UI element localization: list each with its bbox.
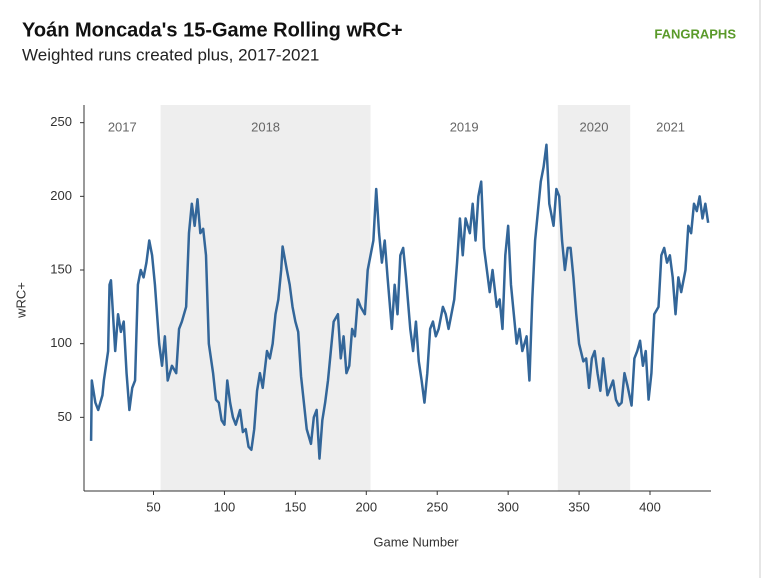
season-label: 2021: [656, 119, 685, 134]
x-tick-label: 100: [214, 499, 236, 514]
logo: FANGRAPHS: [654, 26, 736, 41]
season-shade: [160, 105, 371, 491]
y-tick-label: 100: [50, 335, 72, 350]
y-axis-label: wRC+: [13, 282, 28, 319]
season-label: 2019: [450, 119, 479, 134]
x-tick-label: 200: [355, 499, 377, 514]
x-tick-label: 400: [639, 499, 661, 514]
chart-subtitle: Weighted runs created plus, 2017-2021: [22, 45, 319, 64]
y-tick-label: 150: [50, 261, 72, 276]
x-tick-label: 250: [426, 499, 448, 514]
y-tick-label: 250: [50, 114, 72, 129]
x-tick-label: 150: [285, 499, 307, 514]
x-axis-label: Game Number: [373, 534, 459, 549]
chart-title: Yoán Moncada's 15-Game Rolling wRC+: [22, 19, 403, 41]
y-tick-label: 50: [58, 409, 72, 424]
x-tick-label: 50: [146, 499, 160, 514]
season-shade: [557, 105, 631, 491]
season-label: 2017: [108, 119, 137, 134]
season-label: 2020: [580, 119, 609, 134]
x-tick-label: 300: [497, 499, 519, 514]
y-tick-label: 200: [50, 188, 72, 203]
data-line: [89, 143, 710, 460]
season-label: 2018: [251, 119, 280, 134]
x-tick-label: 350: [568, 499, 590, 514]
